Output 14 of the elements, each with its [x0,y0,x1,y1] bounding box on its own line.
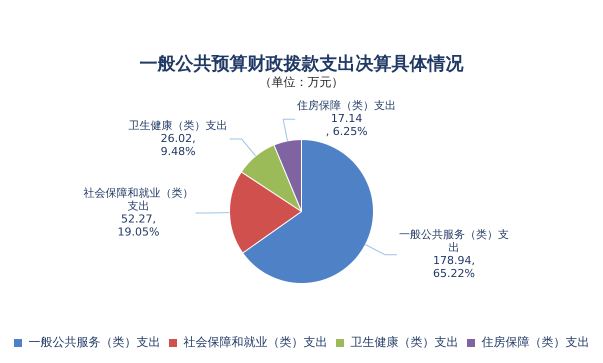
data-label: 178.94, 65.22% [432,254,475,280]
legend-label: 社会保障和就业（类）支出 [184,335,328,350]
slice-label: 住房保障（类）支出 [297,99,396,112]
chart-title: 一般公共预算财政拨款支出决算具体情况 [140,53,464,74]
slice-label: 社会保障和就业（类）支出 [84,186,194,212]
slice-label: 一般公共服务（类）支出 [398,228,509,254]
legend-label: 卫生健康（类）支出 [350,335,458,350]
chart-subtitle: （单位：万元） [260,74,344,89]
data-label: 52.27, 19.05% [118,212,160,238]
legend-label: 住房保障（类）支出 [480,335,590,350]
slice-label: 卫生健康（类）支出 [128,118,228,132]
data-label: 26.02, 9.48% [160,132,196,158]
data-label: 17.14 , 6.25% [326,112,368,138]
legend-label: 一般公共服务（类）支出 [28,335,160,350]
